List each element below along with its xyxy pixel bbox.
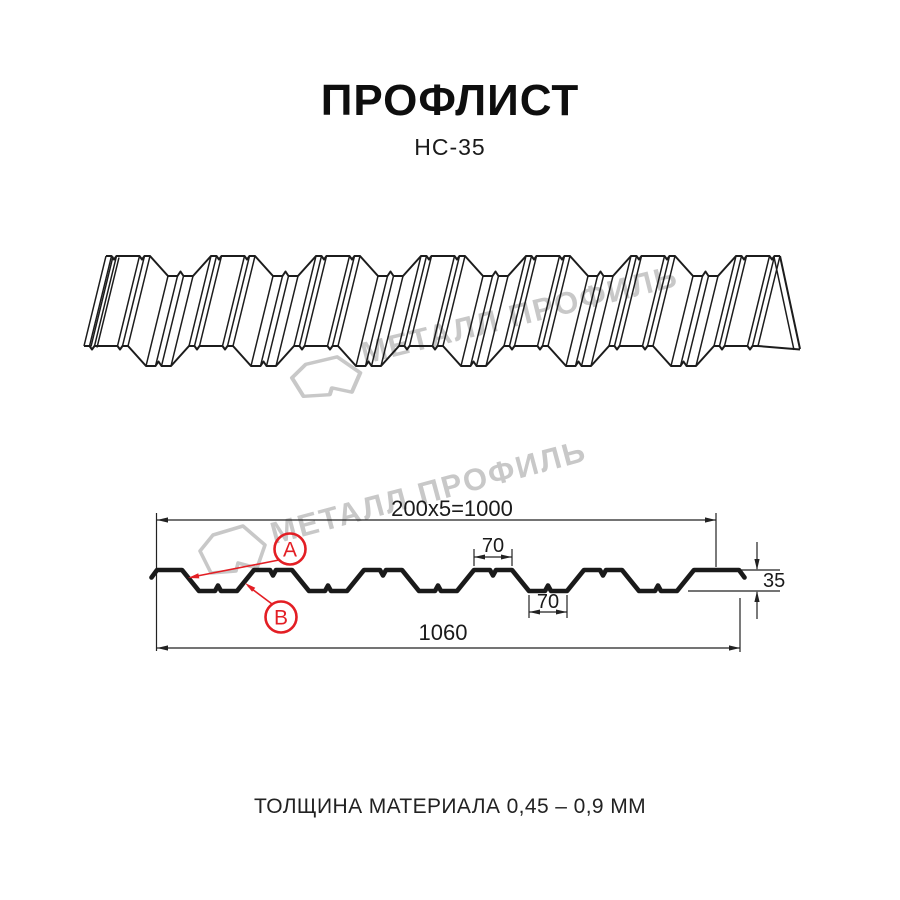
header: ПРОФЛИСТ НС-35 (0, 76, 900, 161)
dim-overall-width: 1060 (419, 620, 468, 645)
profile-outline (149, 567, 747, 594)
callout-a-circle (273, 532, 307, 566)
dim-rib-bottom: 70 (537, 591, 559, 613)
callout-b-label: В (274, 607, 288, 630)
dimension-arrows (157, 517, 760, 651)
dimension-lines (155, 513, 780, 652)
thickness-note: ТОЛЩИНА МАТЕРИАЛА 0,45 – 0,9 ММ (253, 795, 647, 818)
metall-profil-logo-icon (198, 524, 267, 575)
callout-b-circle (264, 600, 298, 634)
profile-code: НС-35 (414, 134, 486, 160)
dim-height: 35 (763, 570, 785, 592)
callout-b: В (245, 583, 298, 634)
metall-profil-logo-icon (289, 355, 363, 399)
callout-a: А (188, 532, 307, 579)
page-title: ПРОФЛИСТ (320, 76, 580, 125)
callout-a-label: А (283, 539, 297, 562)
dim-rib-top: 70 (482, 535, 504, 557)
dim-working-width: 200x5=1000 (391, 496, 513, 521)
